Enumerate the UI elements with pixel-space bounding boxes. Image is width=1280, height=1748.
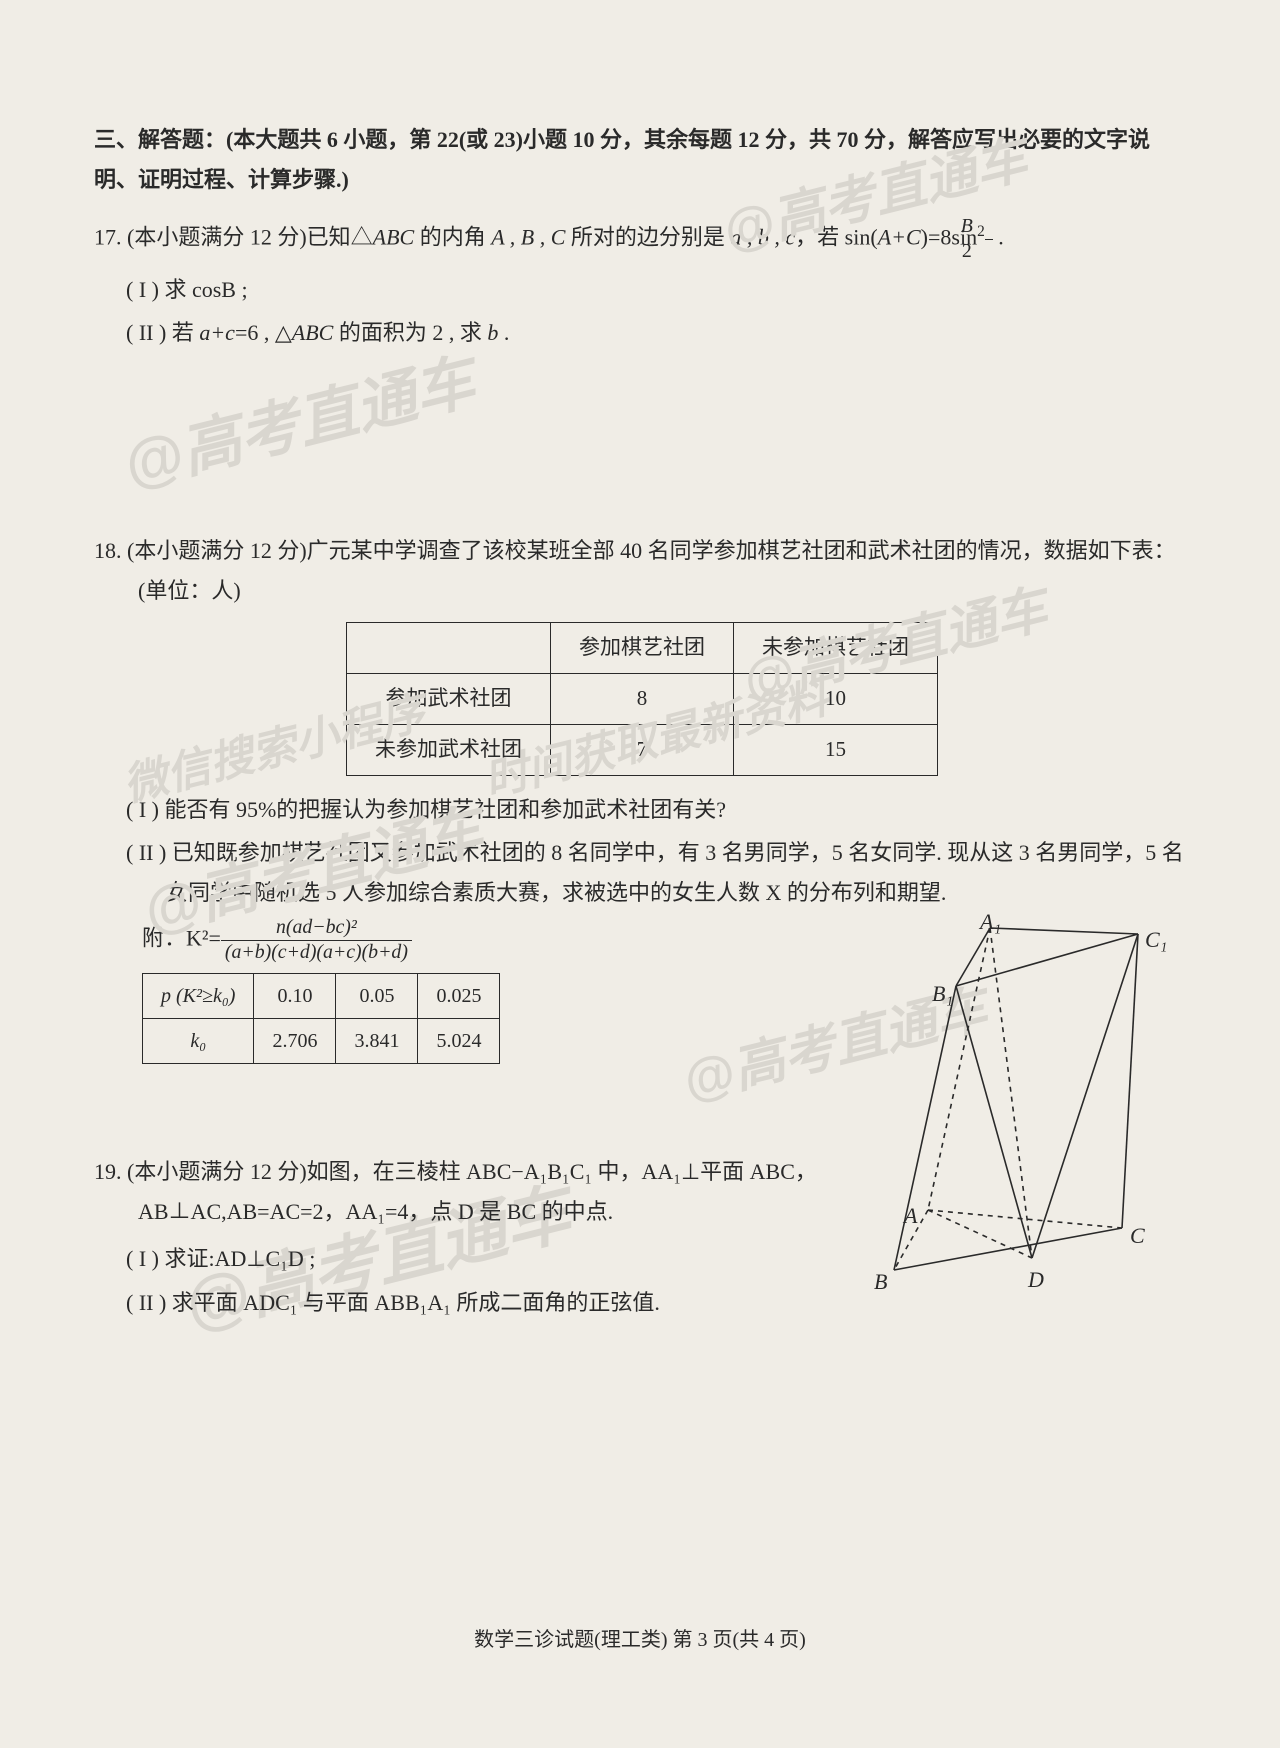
page-footer: 数学三诊试题(理工类) 第 3 页(共 4 页) bbox=[0, 1622, 1280, 1658]
k-table: p (K²≥k₀) 0.10 0.05 0.025 k₀ 2.706 3.841… bbox=[142, 973, 500, 1064]
q17-part1: ( I ) 求 cosB ; bbox=[94, 270, 1190, 310]
q17-triangle: ABC bbox=[373, 225, 415, 250]
q17-text: (本小题满分 12 分)已知△ bbox=[122, 225, 373, 250]
label-A1: A₁ bbox=[980, 902, 1001, 942]
problem-17: 17. (本小题满分 12 分)已知△ABC 的内角 A , B , C 所对的… bbox=[90, 217, 1190, 353]
q19-part2: ( II ) 求平面 ADC₁ 与平面 ABB₁A₁ 所成二面角的正弦值. bbox=[94, 1283, 870, 1323]
q18-part2: ( II ) 已知既参加棋艺社团又参加武术社团的 8 名同学中，有 3 名男同学… bbox=[94, 833, 1190, 912]
table-row-label: 未参加武术社团 bbox=[347, 724, 551, 775]
label-C1: C₁ bbox=[1145, 920, 1167, 960]
label-A: A bbox=[904, 1196, 917, 1236]
q18-part1: ( I ) 能否有 95%的把握认为参加棋艺社团和参加武术社团有关? bbox=[94, 790, 1190, 830]
label-B1: B₁ bbox=[932, 974, 953, 1014]
section-heading: 三、解答题：(本大题共 6 小题，第 22(或 23)小题 10 分，其余每题 … bbox=[90, 120, 1190, 199]
q17-part2: ( II ) 若 a+c=6 , △ABC 的面积为 2 , 求 b . bbox=[94, 313, 1190, 353]
prism-diagram: A₁ C₁ B₁ A C B D bbox=[890, 920, 1170, 1300]
table-header: 未参加棋艺社团 bbox=[734, 623, 938, 674]
table-cell: 8 bbox=[551, 673, 734, 724]
q19-number: 19. bbox=[94, 1159, 122, 1184]
label-C: C bbox=[1130, 1216, 1145, 1256]
label-D: D bbox=[1028, 1260, 1044, 1300]
q18-number: 18. bbox=[94, 538, 122, 563]
table-cell: 15 bbox=[734, 724, 938, 775]
q18-table: 参加棋艺社团 未参加棋艺社团 参加武术社团 8 10 未参加武术社团 7 15 bbox=[346, 622, 938, 775]
label-B: B bbox=[874, 1262, 887, 1302]
table-cell: 10 bbox=[734, 673, 938, 724]
q19-part1: ( I ) 求证:AD⊥C₁D ; bbox=[94, 1239, 870, 1279]
table-row-label: 参加武术社团 bbox=[347, 673, 551, 724]
q19-text: (本小题满分 12 分)如图，在三棱柱 ABC−A₁B₁C₁ 中，AA₁⊥平面 … bbox=[122, 1159, 817, 1224]
table-header: 参加棋艺社团 bbox=[551, 623, 734, 674]
q18-text: (本小题满分 12 分)广元某中学调查了该校某班全部 40 名同学参加棋艺社团和… bbox=[122, 538, 1176, 603]
q17-number: 17. bbox=[94, 225, 122, 250]
table-cell: 7 bbox=[551, 724, 734, 775]
